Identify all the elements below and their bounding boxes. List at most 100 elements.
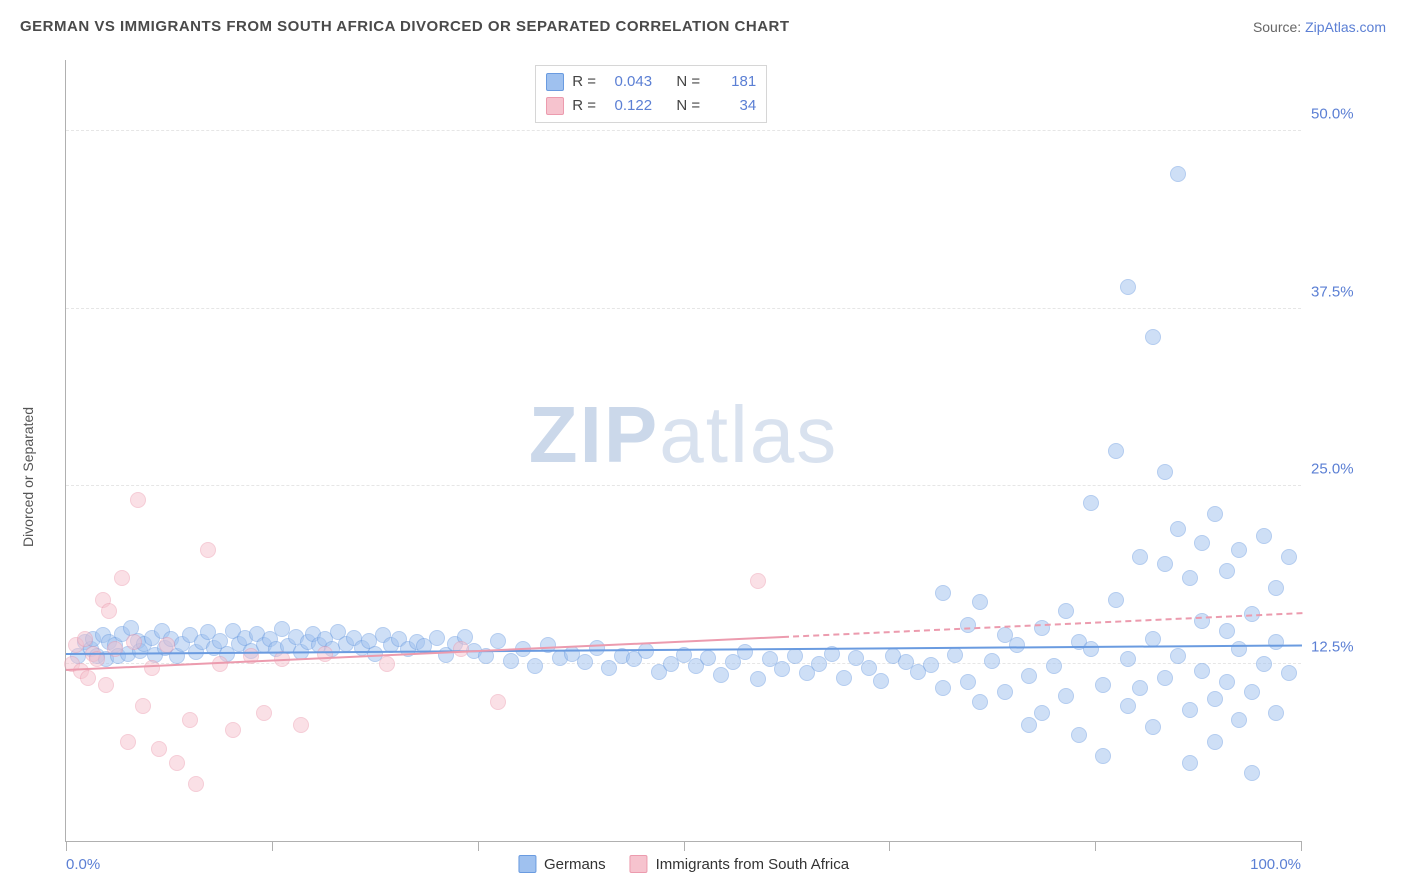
data-point (1170, 648, 1186, 664)
data-point (169, 755, 185, 771)
data-point (1268, 580, 1284, 596)
data-point (1207, 691, 1223, 707)
legend-label: Germans (544, 856, 606, 873)
data-point (1021, 668, 1037, 684)
data-point (114, 570, 130, 586)
data-point (1083, 495, 1099, 511)
data-point (1194, 613, 1210, 629)
gridline (66, 308, 1301, 309)
gridline (66, 130, 1301, 131)
x-tick (66, 841, 67, 851)
data-point (144, 660, 160, 676)
stat-n-value: 34 (708, 94, 756, 118)
data-point (1194, 663, 1210, 679)
data-point (601, 660, 617, 676)
x-tick (889, 841, 890, 851)
data-point (589, 640, 605, 656)
data-point (1157, 556, 1173, 572)
data-point (861, 660, 877, 676)
data-point (960, 674, 976, 690)
data-point (379, 656, 395, 672)
stats-row: R =0.043 N =181 (546, 70, 756, 94)
data-point (80, 670, 96, 686)
legend-item: Germans (518, 855, 606, 873)
data-point (1108, 443, 1124, 459)
data-point (1170, 166, 1186, 182)
data-point (972, 694, 988, 710)
source-attribution: Source: ZipAtlas.com (1253, 19, 1386, 35)
stat-r-value: 0.043 (604, 70, 652, 94)
data-point (98, 677, 114, 693)
data-point (997, 684, 1013, 700)
chart-title: GERMAN VS IMMIGRANTS FROM SOUTH AFRICA D… (20, 18, 790, 35)
legend-item: Immigrants from South Africa (630, 855, 849, 873)
data-point (1231, 542, 1247, 558)
data-point (972, 594, 988, 610)
x-tick (478, 841, 479, 851)
data-point (1108, 592, 1124, 608)
data-point (130, 492, 146, 508)
data-point (1021, 717, 1037, 733)
data-point (490, 633, 506, 649)
y-tick-label: 25.0% (1311, 461, 1376, 478)
x-tick (1095, 841, 1096, 851)
data-point (1207, 734, 1223, 750)
stat-r-value: 0.122 (604, 94, 652, 118)
data-point (1120, 698, 1136, 714)
data-point (836, 670, 852, 686)
data-point (490, 694, 506, 710)
data-point (1071, 727, 1087, 743)
data-point (750, 671, 766, 687)
data-point (1145, 329, 1161, 345)
data-point (126, 634, 142, 650)
plot-area: ZIPatlas R =0.043 N =181R =0.122 N =34 G… (65, 60, 1301, 842)
data-point (293, 717, 309, 733)
data-point (1281, 665, 1297, 681)
x-tick-label: 0.0% (66, 856, 100, 873)
watermark: ZIPatlas (529, 389, 838, 481)
data-point (1157, 670, 1173, 686)
source-link[interactable]: ZipAtlas.com (1305, 19, 1386, 35)
data-point (960, 617, 976, 633)
data-point (256, 705, 272, 721)
stats-row: R = 0.122 N = 34 (546, 94, 756, 118)
data-point (1120, 651, 1136, 667)
data-point (1132, 680, 1148, 696)
series-swatch (630, 855, 648, 873)
y-axis-label: Divorced or Separated (20, 406, 36, 546)
data-point (1095, 748, 1111, 764)
data-point (200, 542, 216, 558)
data-point (935, 680, 951, 696)
chart-container: Divorced or Separated ZIPatlas R =0.043 … (20, 55, 1386, 882)
data-point (713, 667, 729, 683)
data-point (151, 741, 167, 757)
legend-label: Immigrants from South Africa (656, 856, 849, 873)
data-point (577, 654, 593, 670)
data-point (737, 644, 753, 660)
data-point (1256, 528, 1272, 544)
data-point (225, 722, 241, 738)
data-point (935, 585, 951, 601)
series-swatch (518, 855, 536, 873)
series-swatch (546, 97, 564, 115)
data-point (1034, 705, 1050, 721)
data-point (107, 641, 123, 657)
stat-r-label: R = (572, 94, 596, 118)
data-point (1194, 535, 1210, 551)
stat-n-label: N = (676, 94, 700, 118)
data-point (1182, 702, 1198, 718)
data-point (503, 653, 519, 669)
data-point (1157, 464, 1173, 480)
data-point (873, 673, 889, 689)
x-tick (684, 841, 685, 851)
data-point (159, 637, 175, 653)
data-point (700, 650, 716, 666)
data-point (101, 603, 117, 619)
data-point (1095, 677, 1111, 693)
data-point (1231, 641, 1247, 657)
data-point (182, 712, 198, 728)
data-point (1207, 506, 1223, 522)
data-point (1268, 705, 1284, 721)
data-point (1219, 623, 1235, 639)
data-point (1268, 634, 1284, 650)
